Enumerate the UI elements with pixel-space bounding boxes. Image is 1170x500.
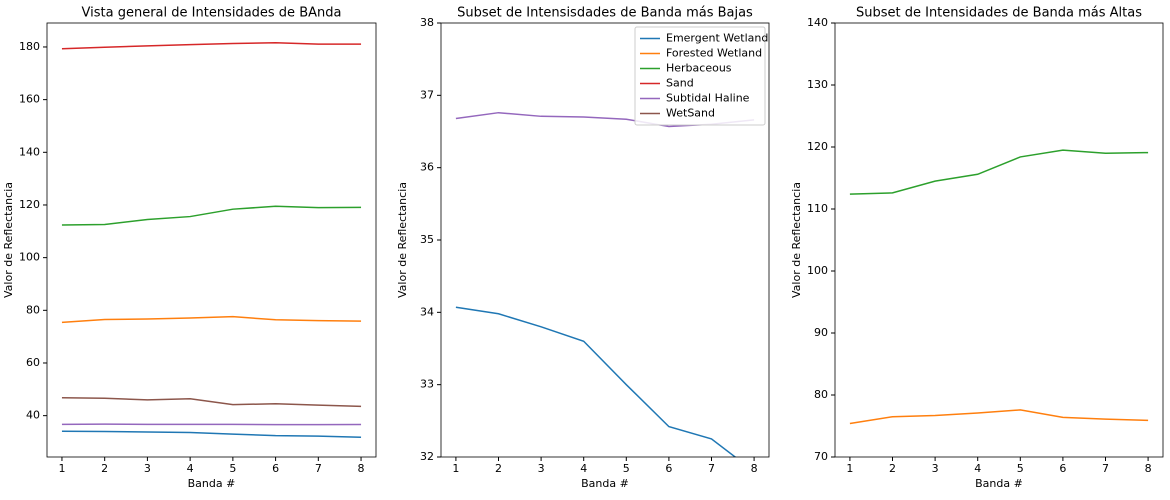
y-tick-label: 140 — [807, 16, 828, 29]
x-tick-label: 6 — [1059, 462, 1066, 475]
x-tick-label: 5 — [229, 462, 236, 475]
plot-frame — [440, 22, 770, 458]
y-tick-label: 120 — [807, 140, 828, 153]
x-tick-label: 7 — [315, 462, 322, 475]
subplot: Subset de Intensisdades de Banda más Baj… — [396, 6, 770, 490]
chart-title: Subset de Intensidades de Banda más Alta… — [856, 6, 1142, 21]
x-tick-label: 5 — [623, 462, 630, 475]
x-axis-label: Banda # — [188, 477, 236, 490]
y-tick-label: 160 — [19, 93, 40, 106]
legend-label: Forested Wetland — [666, 47, 762, 60]
legend-box — [634, 26, 766, 126]
legend-label: Emergent Wetland — [666, 32, 768, 45]
y-tick-label: 33 — [420, 378, 434, 391]
y-tick-label: 80 — [814, 388, 828, 401]
series-line — [61, 42, 362, 50]
y-axis-label: Valor de Reflectancia — [2, 182, 15, 298]
x-tick-label: 5 — [1017, 462, 1024, 475]
x-axis-label: Banda # — [975, 477, 1023, 490]
y-tick-label: 38 — [420, 16, 434, 29]
legend-label: WetSand — [666, 107, 715, 120]
series-line — [849, 409, 1149, 425]
series-line — [455, 306, 737, 457]
x-tick-label: 4 — [187, 462, 194, 475]
chart-title: Subset de Intensisdades de Banda más Baj… — [457, 6, 753, 21]
x-tick-label: 7 — [708, 462, 715, 475]
subplot: Vista general de Intensidades de BAnda 40… — [2, 6, 377, 490]
legend-label: Sand — [666, 77, 694, 90]
legend-label: Herbaceous — [666, 62, 732, 75]
x-tick-label: 3 — [144, 462, 151, 475]
plot-frame — [834, 22, 1164, 458]
y-tick-label: 110 — [807, 202, 828, 215]
series-line — [849, 149, 1149, 195]
y-tick-label: 100 — [19, 251, 40, 264]
series-line — [61, 205, 362, 226]
chart-title: Vista general de Intensidades de BAnda — [82, 6, 342, 21]
x-tick-label: 8 — [1145, 462, 1152, 475]
y-tick-label: 180 — [19, 40, 40, 53]
plot-lines — [849, 149, 1149, 425]
x-tick-label: 2 — [889, 462, 896, 475]
series-line — [61, 396, 362, 408]
plot-lines — [61, 42, 362, 438]
x-tick-label: 1 — [846, 462, 853, 475]
y-tick-label: 40 — [26, 409, 40, 422]
x-tick-label: 4 — [974, 462, 981, 475]
y-tick-label: 37 — [420, 88, 434, 101]
legend-label: Subtidal Haline — [666, 92, 750, 105]
series-line — [61, 430, 362, 438]
x-tick-label: 3 — [538, 462, 545, 475]
legend: Emergent Wetland Forested Wetland Herbaceo… — [634, 26, 768, 126]
x-tick-label: 6 — [665, 462, 672, 475]
x-axis-label: Banda # — [581, 477, 629, 490]
y-tick-label: 80 — [26, 303, 40, 316]
plot-frame — [46, 22, 377, 458]
y-tick-label: 90 — [814, 326, 828, 339]
x-tick-label: 8 — [751, 462, 758, 475]
x-tick-label: 6 — [272, 462, 279, 475]
x-tick-label: 2 — [101, 462, 108, 475]
x-tick-label: 2 — [495, 462, 502, 475]
y-tick-label: 34 — [420, 305, 434, 318]
y-tick-label: 140 — [19, 145, 40, 158]
y-tick-label: 60 — [26, 356, 40, 369]
y-tick-label: 120 — [19, 198, 40, 211]
series-line — [61, 315, 362, 324]
x-tick-label: 1 — [452, 462, 459, 475]
x-tick-label: 4 — [580, 462, 587, 475]
x-tick-label: 8 — [358, 462, 365, 475]
series-line — [61, 423, 362, 426]
y-tick-label: 100 — [807, 264, 828, 277]
x-tick-label: 1 — [58, 462, 65, 475]
y-axis-label: Valor de Reflectancia — [396, 182, 409, 298]
y-tick-label: 32 — [420, 450, 434, 463]
y-tick-label: 70 — [814, 450, 828, 463]
x-tick-label: 3 — [932, 462, 939, 475]
subplot: Subset de Intensidades de Banda más Alta… — [790, 6, 1164, 490]
x-tick-label: 7 — [1102, 462, 1109, 475]
y-axis-label: Valor de Reflectancia — [790, 182, 803, 298]
y-tick-label: 35 — [420, 233, 434, 246]
y-tick-label: 36 — [420, 161, 434, 174]
y-tick-label: 130 — [807, 78, 828, 91]
